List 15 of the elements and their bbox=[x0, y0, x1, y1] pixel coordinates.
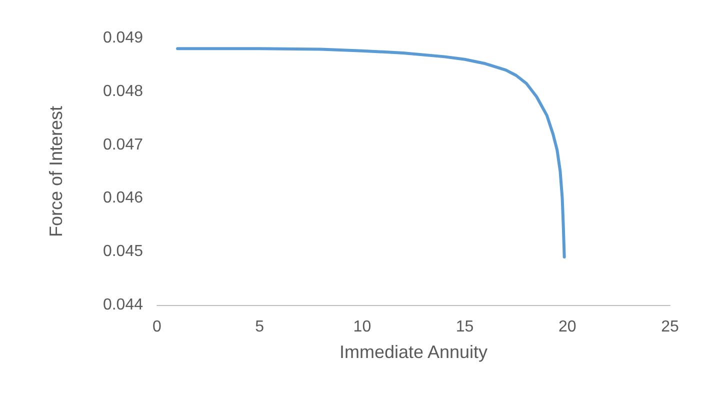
y-tick-label: 0.045 bbox=[102, 243, 144, 260]
y-tick-label: 0.046 bbox=[102, 190, 144, 207]
x-tick-label: 25 bbox=[661, 318, 679, 336]
x-tick-label: 10 bbox=[353, 318, 372, 336]
x-tick-label: 20 bbox=[558, 318, 576, 336]
x-tick-label: 5 bbox=[255, 318, 264, 336]
y-tick-label: 0.044 bbox=[102, 296, 144, 314]
y-tick-label: 0.048 bbox=[102, 82, 144, 100]
y-tick-label: 0.047 bbox=[102, 136, 144, 154]
line-series bbox=[176, 47, 566, 258]
x-tick-label: 0 bbox=[152, 318, 162, 336]
x-tick-label: 15 bbox=[456, 318, 474, 336]
y-axis-title: Force of Interest bbox=[46, 106, 66, 238]
x-axis-title: Immediate Annuity bbox=[339, 342, 488, 362]
y-tick-label: 0.049 bbox=[102, 30, 144, 46]
